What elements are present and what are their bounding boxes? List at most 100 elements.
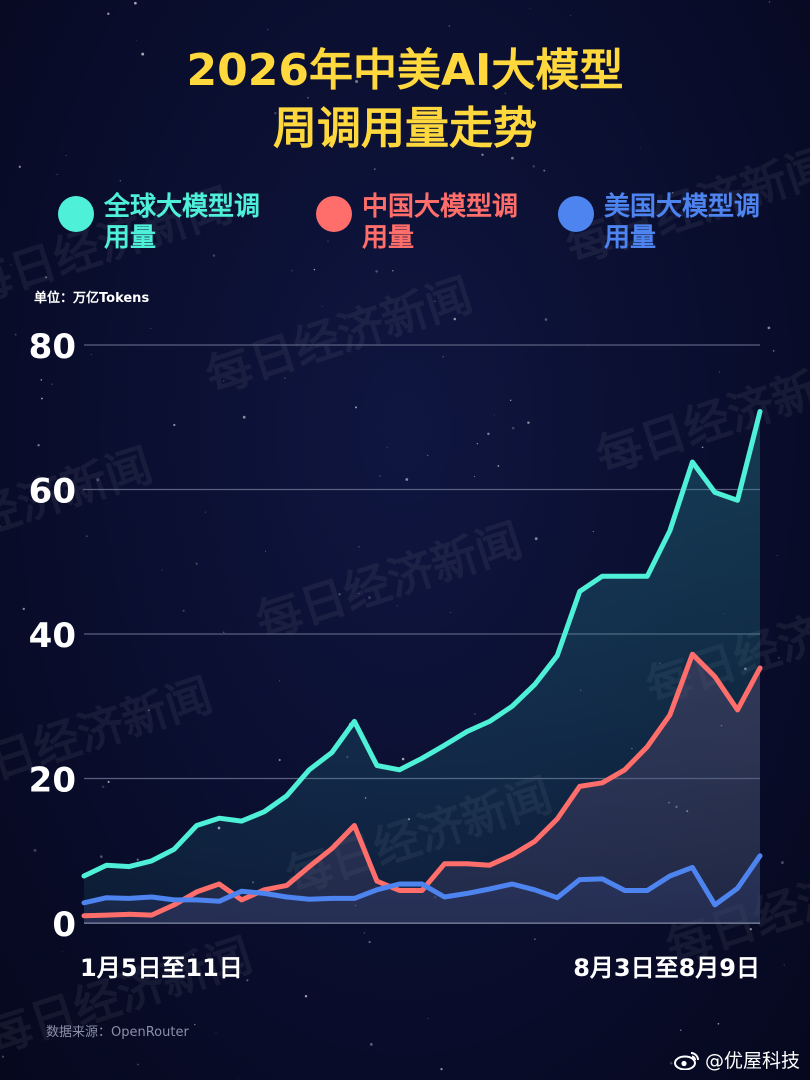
star: [45, 276, 47, 279]
source-note: 数据来源：OpenRouter: [46, 1025, 189, 1040]
series-line-china: [81, 651, 763, 919]
star: [321, 306, 323, 307]
star: [313, 268, 316, 271]
star: [51, 383, 53, 385]
star: [440, 1068, 443, 1071]
star: [701, 446, 704, 449]
star: [148, 709, 150, 711]
star: [399, 55, 401, 57]
legend-us-dot: [558, 196, 594, 232]
star: [85, 535, 88, 537]
star: [534, 537, 538, 541]
star: [137, 1063, 139, 1066]
star: [107, 780, 110, 783]
star: [279, 680, 280, 682]
star: [511, 156, 514, 160]
star: [504, 92, 507, 95]
star: [531, 81, 534, 84]
star: [195, 562, 198, 565]
star: [670, 1061, 673, 1065]
star: [783, 964, 785, 966]
legend-us: 美国大模型调用量: [558, 192, 764, 254]
star: [358, 546, 360, 548]
star: [150, 327, 152, 329]
star: [379, 475, 381, 477]
star: [242, 415, 246, 419]
star: [767, 326, 771, 330]
star: [267, 29, 269, 31]
star: [427, 1018, 429, 1020]
star: [0, 525, 1, 528]
legend-global-dot: [58, 196, 94, 232]
star: [544, 318, 548, 321]
star: [40, 379, 43, 381]
star: [265, 550, 267, 552]
star: [649, 444, 651, 446]
star: [493, 414, 495, 416]
chart-title: 2026年中美AI大模型 周调用量走势: [0, 42, 810, 158]
star: [355, 80, 359, 83]
star: [434, 300, 436, 303]
star: [101, 785, 105, 789]
star: [62, 951, 63, 953]
star: [304, 994, 308, 998]
star: [215, 1032, 217, 1034]
star: [33, 848, 37, 852]
star: [338, 593, 341, 596]
x-tick-label-start: 1月5日至11日: [80, 954, 243, 982]
legend-global: 全球大模型调用量: [58, 192, 264, 254]
star: [14, 333, 17, 336]
star: [448, 25, 450, 27]
star: [363, 932, 366, 934]
star: [368, 596, 371, 599]
star: [375, 270, 378, 273]
legend-china: 中国大模型调用量: [316, 192, 522, 254]
star: [1, 1055, 5, 1058]
star: [396, 605, 398, 607]
star: [749, 927, 753, 931]
star: [99, 855, 103, 859]
star: [442, 356, 444, 358]
star: [529, 7, 531, 9]
star: [65, 154, 67, 156]
star: [368, 941, 371, 944]
x-tick-label-end: 8月3日至8月9日: [573, 954, 760, 982]
star: [204, 511, 206, 513]
star: [194, 1023, 196, 1026]
star: [501, 106, 503, 108]
star: [238, 1078, 239, 1079]
account-handle: @优屋科技: [673, 1046, 800, 1073]
star: [780, 861, 784, 865]
star: [56, 173, 58, 175]
star: [373, 168, 376, 171]
star: [386, 447, 388, 449]
star: [119, 180, 122, 182]
star: [246, 979, 249, 982]
star: [192, 953, 195, 956]
star: [768, 1, 771, 3]
legend-china-label: 中国大模型调用量: [362, 192, 519, 253]
star: [509, 399, 512, 402]
star: [109, 240, 112, 243]
star: [401, 757, 405, 761]
star: [182, 609, 185, 612]
star: [173, 423, 176, 427]
star: [405, 478, 409, 481]
star: [212, 254, 216, 257]
star: [355, 406, 357, 409]
y-tick-label: 80: [29, 327, 76, 367]
star: [534, 938, 536, 940]
star: [679, 1029, 682, 1032]
star: [136, 39, 138, 41]
star: [107, 12, 110, 16]
star: [284, 377, 286, 379]
area-china: [84, 654, 760, 923]
star: [358, 592, 360, 594]
star: [10, 264, 12, 266]
star: [570, 15, 572, 17]
star: [776, 555, 778, 557]
star: [22, 607, 25, 611]
legend-us-label: 美国大模型调用量: [604, 192, 761, 253]
star: [532, 165, 535, 168]
